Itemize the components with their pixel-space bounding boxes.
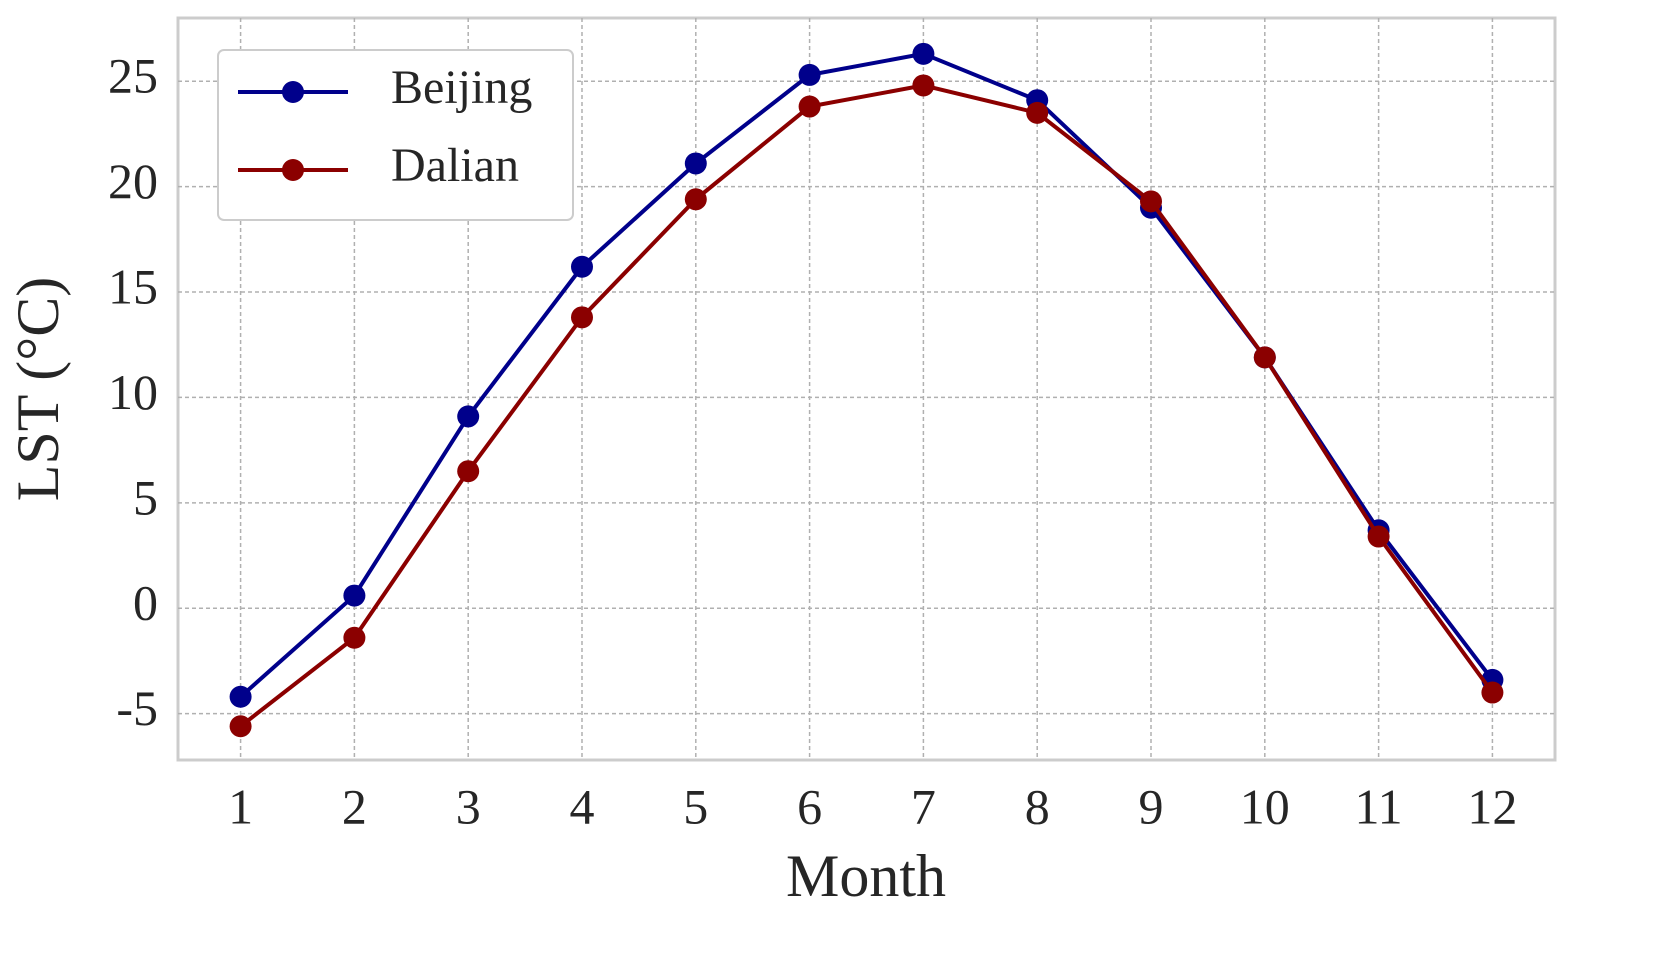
grid: [178, 18, 1555, 760]
x-tick-label: 10: [1240, 778, 1290, 834]
x-tick-label: 11: [1355, 778, 1403, 834]
x-tick-label: 7: [911, 778, 936, 834]
x-tick-label: 8: [1025, 778, 1050, 834]
data-point: [912, 42, 935, 65]
data-point: [570, 255, 593, 278]
data-point: [684, 188, 707, 211]
y-tick-label: 25: [108, 48, 158, 104]
y-tick-label: 10: [108, 364, 158, 420]
x-tick-label: 12: [1467, 778, 1517, 834]
data-point: [343, 584, 366, 607]
data-point: [1253, 346, 1276, 369]
data-point: [457, 405, 480, 428]
data-point: [1481, 681, 1504, 704]
data-point: [229, 685, 252, 708]
data-point: [343, 626, 366, 649]
series-line: [239, 83, 1495, 728]
y-tick-label: 5: [133, 469, 158, 525]
y-tick-label: -5: [116, 680, 158, 736]
x-tick-label: 1: [228, 778, 253, 834]
data-point: [1140, 190, 1163, 213]
x-axis-label: Month: [786, 843, 946, 909]
y-tick-label: 15: [108, 259, 158, 315]
data-point: [798, 63, 821, 86]
legend-marker: [282, 81, 304, 103]
data-point: [912, 74, 935, 97]
legend: Beijing Dalian: [217, 49, 574, 221]
marks: [229, 42, 1504, 738]
x-tick-label: 3: [456, 778, 481, 834]
data-point: [457, 460, 480, 483]
x-tick-label: 4: [569, 778, 594, 834]
x-tick-label: 5: [683, 778, 708, 834]
legend-marker: [282, 159, 304, 181]
legend-label: Beijing: [391, 61, 532, 114]
x-tick-label: 2: [342, 778, 367, 834]
data-point: [570, 306, 593, 329]
data-point: [229, 715, 252, 738]
data-point: [1026, 101, 1049, 124]
x-tick-label: 9: [1139, 778, 1164, 834]
data-point: [798, 95, 821, 118]
data-point: [1367, 525, 1390, 548]
y-tick-label: 0: [133, 575, 158, 631]
y-tick-label: 20: [108, 153, 158, 209]
x-tick-label: 6: [797, 778, 822, 834]
y-axis-label: LST (°C): [5, 277, 71, 502]
legend-label: Dalian: [391, 139, 519, 192]
data-point: [684, 152, 707, 175]
